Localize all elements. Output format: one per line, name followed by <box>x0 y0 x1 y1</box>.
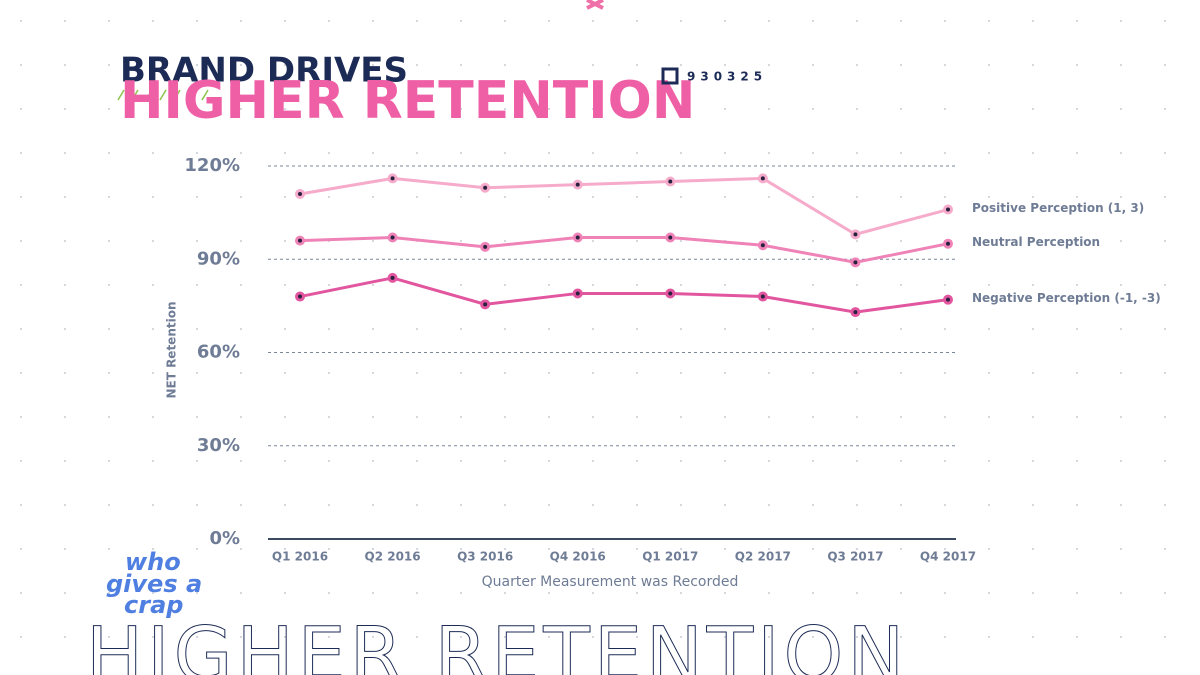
data-point-center <box>760 243 765 248</box>
brand-logo: who gives a crap <box>106 548 202 619</box>
data-point-center <box>483 185 488 190</box>
data-point-center <box>298 191 302 196</box>
x-tick-label: Q2 2016 <box>365 550 421 564</box>
x-tick-label: Q3 2017 <box>827 550 883 564</box>
brand-line: gives a <box>106 570 202 598</box>
data-point-center <box>575 182 580 187</box>
data-point-center <box>390 275 395 280</box>
data-point-center <box>668 179 673 184</box>
x-axis-label: Quarter Measurement was Recorded <box>482 574 739 590</box>
legend-label: Negative Perception (-1, -3) <box>972 291 1161 305</box>
data-point-center <box>853 232 858 237</box>
title: BRAND DRIVES <box>120 51 408 91</box>
y-tick-label: 60% <box>197 342 240 363</box>
data-point-center <box>483 302 488 307</box>
y-tick-label: 120% <box>184 155 240 176</box>
data-point-center <box>946 241 950 246</box>
y-tick-label: 90% <box>197 248 240 269</box>
x-tick-label: Q4 2016 <box>550 550 606 564</box>
brand-line: crap <box>124 591 183 619</box>
data-point-center <box>575 235 580 240</box>
data-point-center <box>760 294 765 299</box>
x-tick-label: Q3 2016 <box>457 550 513 564</box>
legend-label: Neutral Perception <box>972 235 1100 249</box>
x-tick-label: Q1 2016 <box>272 550 328 564</box>
y-tick-label: 0% <box>209 528 240 549</box>
badge-icon <box>661 67 679 85</box>
data-point-center <box>483 244 488 249</box>
data-point-center <box>853 260 858 265</box>
badge: 930325 <box>687 70 767 84</box>
data-point-center <box>668 235 673 240</box>
x-tick-label: Q2 2017 <box>735 550 791 564</box>
series-line <box>299 276 949 314</box>
data-point-center <box>390 235 395 240</box>
data-point-center <box>946 207 950 212</box>
data-point-center <box>390 176 395 181</box>
y-axis-label: NET Retention <box>165 301 179 398</box>
subtitle: HIGHER RETENTION <box>120 71 695 131</box>
decoration <box>117 89 209 101</box>
data-point-center <box>298 238 302 243</box>
series-line <box>299 235 949 264</box>
legend-label: Positive Perception (1, 3) <box>972 201 1144 215</box>
data-point-center <box>668 291 673 296</box>
x-tick-label: Q4 2017 <box>920 550 976 564</box>
brand-line: who <box>125 548 181 576</box>
x-tick-label: Q1 2017 <box>642 550 698 564</box>
data-point-center <box>946 297 950 302</box>
decoration <box>586 0 604 10</box>
y-tick-label: 30% <box>197 435 240 456</box>
data-point-center <box>853 310 858 315</box>
footer-outline: HIGHER RETENTION <box>86 610 908 675</box>
data-point-center <box>575 291 580 296</box>
data-point-center <box>298 294 302 299</box>
data-point-center <box>760 176 765 181</box>
series-line <box>299 176 949 236</box>
